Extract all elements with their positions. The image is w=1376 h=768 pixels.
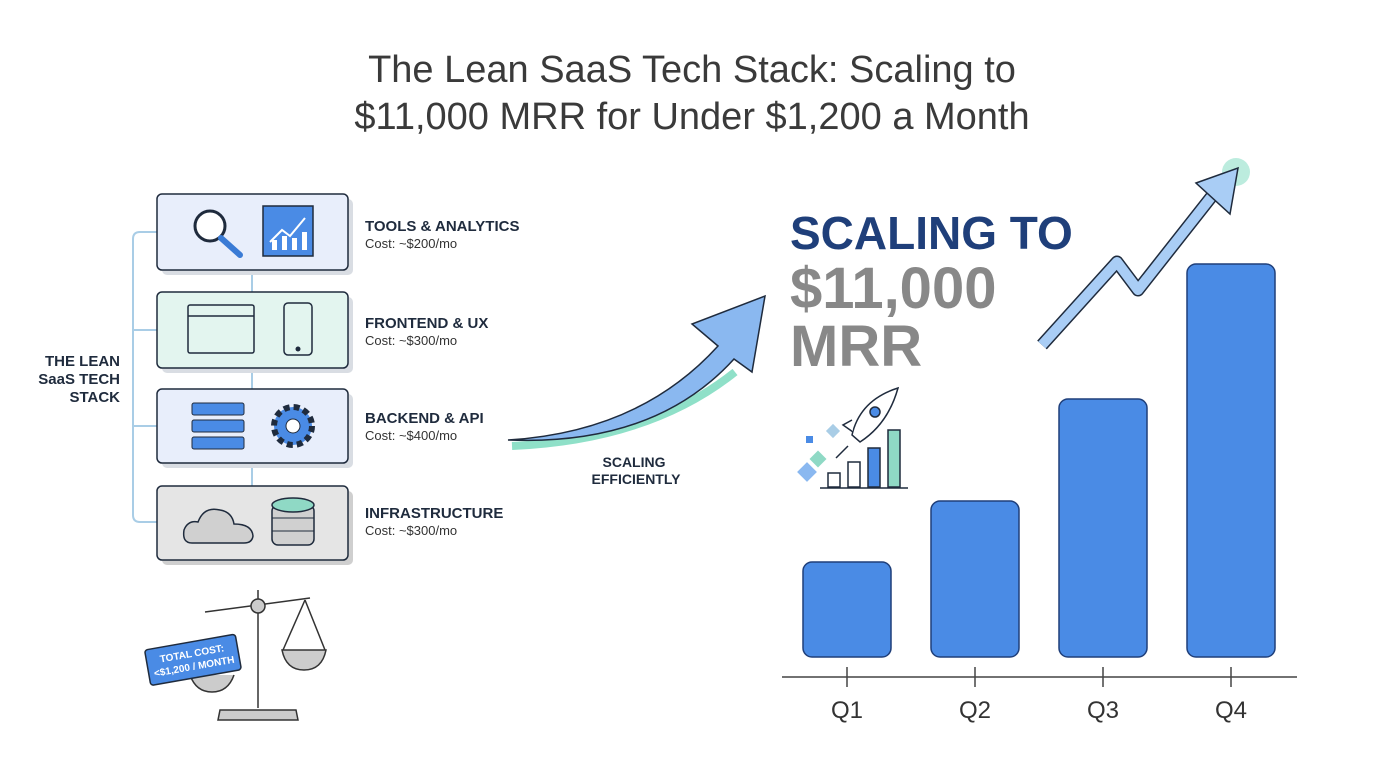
cost-tag-bg xyxy=(144,633,242,686)
layer-box xyxy=(191,402,245,416)
layer-box xyxy=(191,436,245,450)
headline: MRR xyxy=(790,314,922,379)
growth-arrow xyxy=(507,294,766,442)
rocket-icon xyxy=(825,423,841,439)
layer-box xyxy=(156,193,353,275)
layer-box xyxy=(285,418,301,434)
layer-box xyxy=(182,508,254,544)
layer-box xyxy=(156,485,349,561)
layer-cost: Cost: ~$200/mo xyxy=(365,236,457,251)
layer-box xyxy=(156,388,349,464)
title-line: The Lean SaaS Tech Stack: Scaling to xyxy=(368,49,1016,91)
rocket-icon xyxy=(847,461,861,488)
arrow-label: SCALING xyxy=(603,454,666,470)
layer-box xyxy=(269,217,306,243)
layer-box xyxy=(218,235,243,258)
layer-box xyxy=(292,238,297,250)
growth-arrow xyxy=(511,368,738,450)
layer-box xyxy=(156,291,353,373)
layer-box xyxy=(193,209,227,243)
balance-scale xyxy=(304,599,326,651)
rocket-icon xyxy=(827,472,841,488)
layer-box xyxy=(302,232,307,250)
layer-box xyxy=(295,346,301,352)
layer-name: INFRASTRUCTURE xyxy=(365,505,503,522)
balance-scale xyxy=(189,674,235,693)
rocket-icon xyxy=(809,450,827,468)
title-line: $11,000 MRR for Under $1,200 a Month xyxy=(354,96,1029,138)
rocket-icon xyxy=(806,436,813,443)
layer-box xyxy=(283,302,313,356)
rocket-icon xyxy=(867,447,881,488)
stack-label: THE LEAN xyxy=(45,353,120,370)
x-tick-label: Q1 xyxy=(831,697,863,724)
layer-box xyxy=(271,497,315,513)
rocket-icon xyxy=(841,419,854,433)
layer-cost: Cost: ~$400/mo xyxy=(365,428,457,443)
layer-box xyxy=(187,304,255,354)
growth-arrow xyxy=(507,294,766,450)
rocket-icon xyxy=(835,445,849,459)
x-tick-label: Q3 xyxy=(1087,697,1119,724)
headline-value: $11,000 xyxy=(790,256,996,321)
stack-bracket xyxy=(132,231,157,523)
bar xyxy=(802,561,892,658)
bar xyxy=(1186,263,1276,658)
headline: SCALING TO xyxy=(790,207,1073,259)
trend-arrow xyxy=(1037,158,1250,350)
layer-box xyxy=(282,236,287,250)
stack-label: STACK xyxy=(69,389,120,406)
bar xyxy=(1058,398,1148,658)
layer-box xyxy=(156,485,353,565)
x-tick-label: Q4 xyxy=(1215,697,1247,724)
rocket-icon xyxy=(887,429,901,488)
layer-name: TOOLS & ANALYTICS xyxy=(365,218,519,235)
layer-box xyxy=(191,419,245,433)
balance-scale xyxy=(282,599,306,651)
layer-box xyxy=(156,388,353,468)
balance-scale xyxy=(250,598,266,614)
balance-scale xyxy=(281,649,327,671)
rocket-icon xyxy=(797,462,817,482)
layer-name: FRONTEND & UX xyxy=(365,315,488,332)
arrow-label: EFFICIENTLY xyxy=(592,471,682,487)
layer-cost: Cost: ~$300/mo xyxy=(365,523,457,538)
trend-arrow xyxy=(1038,192,1216,349)
stack-label: SaaS TECH xyxy=(38,371,120,388)
layer-box xyxy=(156,193,349,271)
rocket-icon xyxy=(869,406,881,418)
layer-box xyxy=(272,240,277,250)
layer-name: BACKEND & API xyxy=(365,410,484,427)
balance-scale xyxy=(217,709,299,721)
stack-bracket xyxy=(132,231,253,523)
rocket-icon xyxy=(797,386,908,489)
x-tick-label: Q2 xyxy=(959,697,991,724)
bar xyxy=(930,500,1020,658)
layer-cost: Cost: ~$300/mo xyxy=(365,333,457,348)
balance-scale xyxy=(189,590,327,721)
bar-chart: Q1 Q2 Q3 Q4 xyxy=(802,263,1276,724)
trend-arrow xyxy=(1194,166,1239,216)
